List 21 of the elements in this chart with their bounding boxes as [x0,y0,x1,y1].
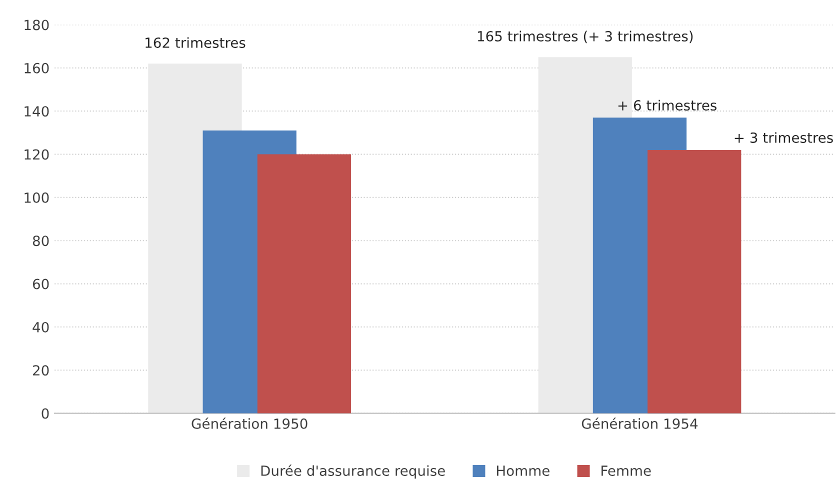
legend-label: Durée d'assurance requise [261,464,445,479]
annotation: 162 trimestres [146,37,246,48]
legend-label: Homme [497,466,550,476]
bar [257,154,352,414]
y-tick-label: 120 [24,149,49,160]
y-tick-label: 20 [33,365,49,376]
y-tick-label: 40 [32,322,49,332]
annotation: + 3 trimestres [734,132,833,143]
y-tick-label: 100 [24,192,49,203]
y-tick-label: 160 [24,62,49,74]
legend-label: Femme [602,466,651,476]
y-tick-label: 80 [32,236,49,246]
bar [648,150,742,414]
y-tick-label: 180 [24,20,49,30]
x-tick-label: Génération 1954 [582,418,698,429]
annotation: + 6 trimestres [618,100,716,111]
annotation: 165 trimestres (+ 3 trimestres) [478,30,693,44]
y-tick-label: 140 [24,106,49,117]
x-tick-label: Génération 1950 [192,418,308,429]
y-tick-label: 60 [32,278,49,290]
y-tick-label: 0 [42,408,49,419]
